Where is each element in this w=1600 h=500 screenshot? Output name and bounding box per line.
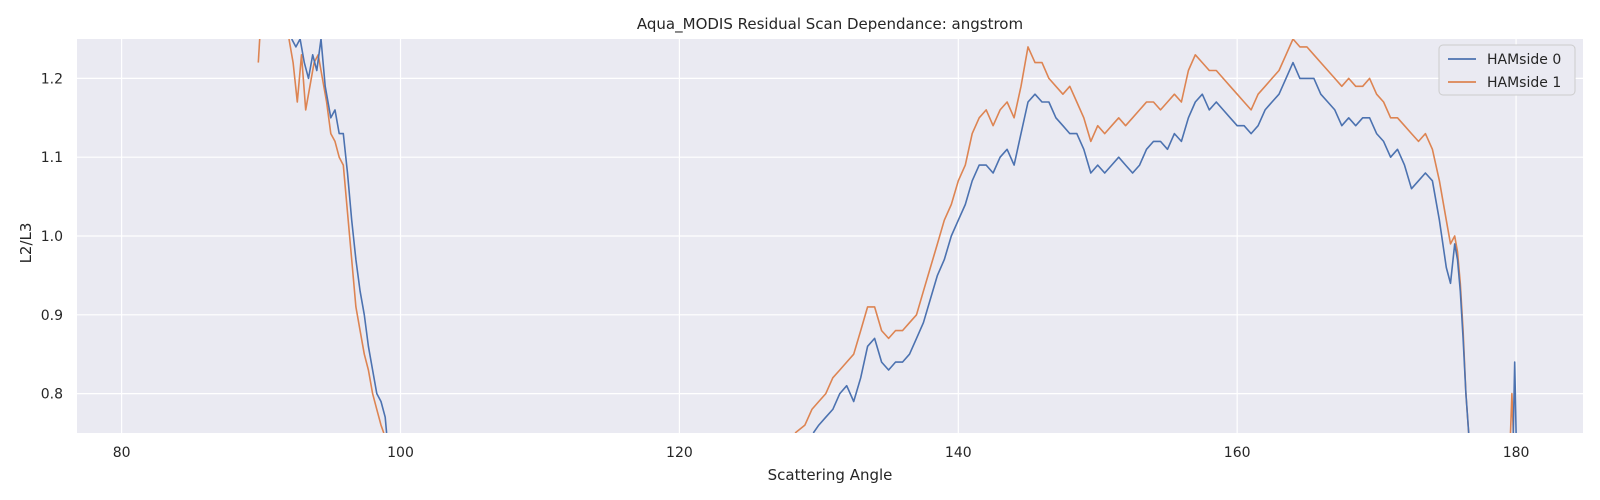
series-line-hamside-1	[794, 39, 1470, 433]
series-line-hamside-0	[1512, 361, 1517, 433]
x-axis-label: Scattering Angle	[768, 466, 893, 484]
grid	[77, 39, 1583, 433]
x-tick-label: 140	[945, 445, 972, 461]
chart-title: Aqua_MODIS Residual Scan Dependance: ang…	[637, 15, 1023, 34]
y-tick-label: 1.2	[41, 71, 63, 87]
x-tick-label: 120	[666, 445, 693, 461]
legend: HAMside 0 HAMside 1	[1438, 44, 1576, 96]
series-group	[257, 39, 1517, 433]
x-tick-label: 100	[387, 445, 414, 461]
y-tick-label: 0.8	[41, 387, 63, 403]
series-line-hamside-1	[288, 39, 385, 433]
legend-label: HAMside 0	[1487, 52, 1561, 68]
y-axis: 0.8 0.9 1.0 1.1 1.2	[41, 71, 63, 402]
x-axis: 80 100 120 140 160 180	[113, 445, 1530, 461]
y-axis-label: L2/L3	[17, 223, 35, 264]
series-line-hamside-0	[812, 61, 1470, 433]
legend-label: HAMside 1	[1487, 75, 1561, 91]
series-line-hamside-1	[257, 39, 261, 63]
series-line-hamside-0	[290, 39, 388, 433]
y-tick-label: 1.1	[41, 150, 63, 166]
x-tick-label: 160	[1224, 445, 1251, 461]
y-tick-label: 0.9	[41, 308, 63, 324]
x-tick-label: 80	[113, 445, 131, 461]
y-tick-label: 1.0	[41, 229, 63, 245]
x-tick-label: 180	[1503, 445, 1530, 461]
